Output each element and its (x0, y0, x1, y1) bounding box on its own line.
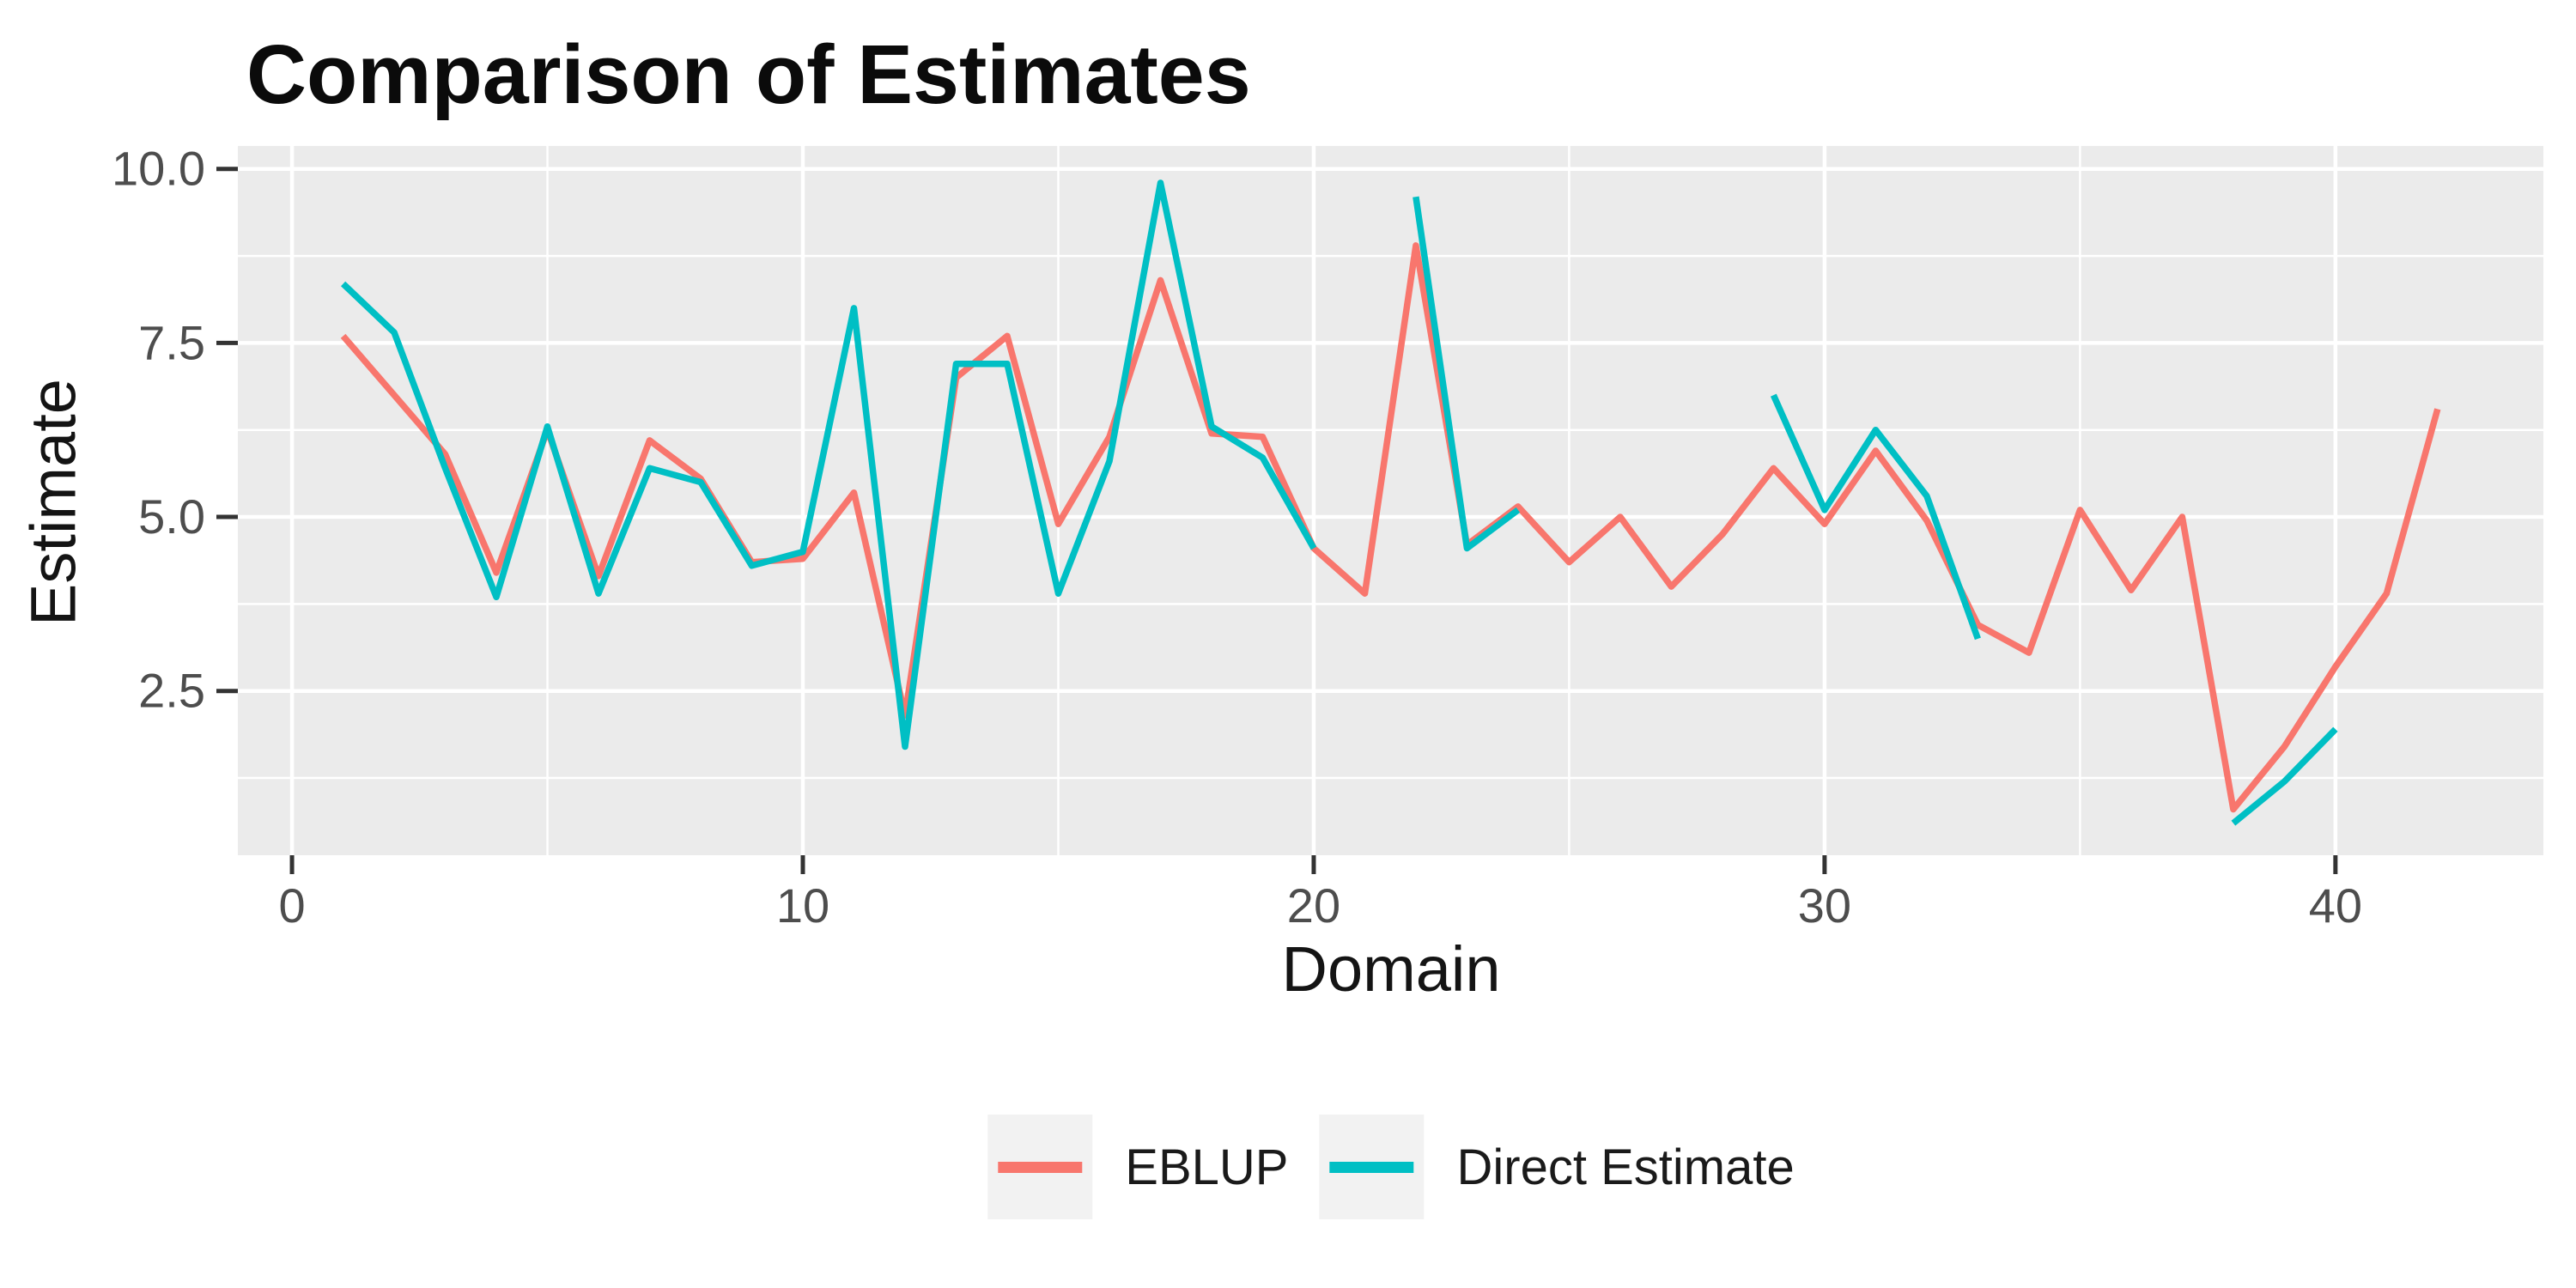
legend-key-eblup (987, 1115, 1093, 1219)
legend-label-direct-estimate: Direct Estimate (1456, 1139, 1795, 1195)
x-tick-label: 0 (278, 878, 305, 933)
plot-panel (238, 146, 2543, 855)
legend-label-eblup: EBLUP (1125, 1139, 1289, 1195)
legend: EBLUP Direct Estimate (987, 1115, 1795, 1219)
x-tick-label: 30 (1798, 878, 1851, 933)
series-line-eblup (340, 242, 2441, 813)
x-tick-label: 10 (776, 878, 829, 933)
axis-tick-labels: 0 10 20 30 40 2.5 5.0 7.5 10.0 (112, 142, 2362, 933)
y-tick-label: 5.0 (138, 489, 205, 544)
axis-tick-marks (216, 167, 2338, 874)
legend-item-direct-estimate: Direct Estimate (1319, 1115, 1795, 1219)
y-tick-label: 10.0 (112, 142, 205, 196)
x-axis-title: Domain (1281, 933, 1501, 1005)
legend-key-direct-estimate (1319, 1115, 1425, 1219)
y-axis-title: Estimate (17, 379, 89, 626)
chart-title: Comparison of Estimates (246, 27, 1251, 121)
major-gridlines (238, 146, 2543, 855)
y-tick-label: 7.5 (138, 315, 205, 369)
series-line-direct-estimate (2231, 726, 2338, 826)
series-lines (340, 179, 2441, 826)
y-tick-label: 2.5 (138, 664, 205, 718)
legend-line-swatch-eblup (998, 1161, 1083, 1173)
series-line-direct-estimate (1413, 196, 1521, 552)
series-line-direct-estimate (341, 179, 1317, 750)
legend-line-swatch-direct-estimate (1329, 1161, 1414, 1173)
series-line-direct-estimate (1770, 393, 1981, 641)
x-tick-label: 40 (2309, 878, 2362, 933)
x-tick-label: 20 (1287, 878, 1340, 933)
legend-item-eblup: EBLUP (987, 1115, 1289, 1219)
panel-background (238, 146, 2543, 855)
